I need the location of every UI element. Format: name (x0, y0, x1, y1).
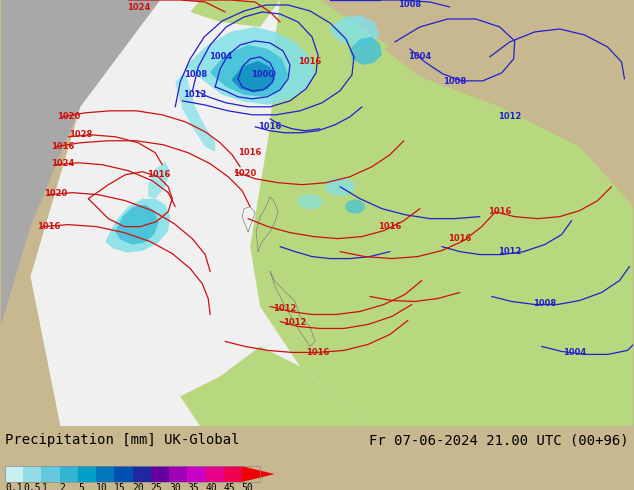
Bar (224, 466, 242, 482)
Bar (169, 466, 188, 482)
Text: 0.1: 0.1 (5, 483, 23, 490)
Text: 1008: 1008 (184, 71, 207, 79)
Text: 35: 35 (187, 483, 199, 490)
Bar (133, 466, 152, 482)
Text: 1000: 1000 (252, 71, 275, 79)
Bar (187, 466, 206, 482)
Text: 1028: 1028 (68, 130, 92, 139)
Polygon shape (180, 346, 370, 426)
Polygon shape (105, 198, 171, 252)
Text: 1012: 1012 (498, 247, 521, 256)
Bar (78, 466, 96, 482)
Text: 1020: 1020 (44, 189, 67, 198)
Text: 1020: 1020 (233, 169, 257, 178)
Polygon shape (250, 0, 633, 426)
Text: 0.5: 0.5 (23, 483, 41, 490)
Bar (205, 466, 224, 482)
Ellipse shape (325, 178, 355, 196)
Polygon shape (330, 15, 380, 47)
Polygon shape (242, 466, 275, 482)
Polygon shape (1, 0, 81, 426)
Text: Precipitation [mm] UK-Global: Precipitation [mm] UK-Global (5, 433, 240, 447)
Text: 1016: 1016 (238, 148, 262, 157)
Text: Fr 07-06-2024 21.00 UTC (00+96): Fr 07-06-2024 21.00 UTC (00+96) (370, 433, 629, 447)
Bar (5, 466, 23, 482)
Polygon shape (1, 0, 160, 207)
Text: 1004: 1004 (209, 52, 232, 61)
Bar (96, 466, 115, 482)
Text: 1016: 1016 (306, 348, 330, 357)
Text: 10: 10 (96, 483, 108, 490)
Polygon shape (190, 0, 280, 27)
Text: 1012: 1012 (283, 318, 307, 327)
Polygon shape (185, 27, 315, 105)
Text: 1008: 1008 (533, 299, 556, 308)
Text: 1016: 1016 (146, 170, 170, 179)
Text: 1024: 1024 (51, 159, 74, 168)
Ellipse shape (345, 199, 365, 214)
Text: 20: 20 (133, 483, 145, 490)
Text: 1024: 1024 (127, 3, 150, 12)
Text: 1016: 1016 (299, 57, 321, 67)
Text: 25: 25 (151, 483, 162, 490)
Text: 1004: 1004 (408, 52, 432, 61)
Polygon shape (270, 0, 390, 77)
Text: 1020: 1020 (57, 112, 80, 122)
Bar (114, 466, 133, 482)
Text: 50: 50 (242, 483, 254, 490)
Text: 1016: 1016 (488, 207, 512, 216)
Text: 1016: 1016 (259, 122, 281, 131)
Polygon shape (350, 37, 382, 65)
Text: 1: 1 (41, 483, 48, 490)
Text: 1008: 1008 (398, 0, 422, 9)
Text: 2: 2 (60, 483, 65, 490)
Ellipse shape (297, 194, 323, 209)
Text: 1004: 1004 (563, 348, 586, 357)
Polygon shape (175, 72, 215, 152)
Text: 1016: 1016 (448, 234, 472, 243)
Bar (41, 466, 60, 482)
Text: 1016: 1016 (51, 142, 74, 151)
Bar (151, 466, 169, 482)
Text: 1016: 1016 (378, 222, 401, 231)
Polygon shape (148, 162, 171, 198)
Text: 30: 30 (169, 483, 181, 490)
Text: 1008: 1008 (443, 77, 467, 86)
Text: 1012: 1012 (183, 90, 207, 99)
Polygon shape (30, 0, 633, 426)
Bar (23, 466, 42, 482)
Text: 1012: 1012 (498, 112, 521, 122)
Text: 1012: 1012 (273, 304, 297, 313)
Text: 15: 15 (114, 483, 126, 490)
Text: 5: 5 (78, 483, 84, 490)
Text: 1016: 1016 (37, 222, 60, 231)
Polygon shape (210, 45, 288, 97)
Polygon shape (232, 61, 275, 93)
Bar (5, 466, 260, 482)
Bar (60, 466, 79, 482)
Text: 45: 45 (224, 483, 235, 490)
Polygon shape (115, 205, 158, 245)
Text: 40: 40 (205, 483, 217, 490)
